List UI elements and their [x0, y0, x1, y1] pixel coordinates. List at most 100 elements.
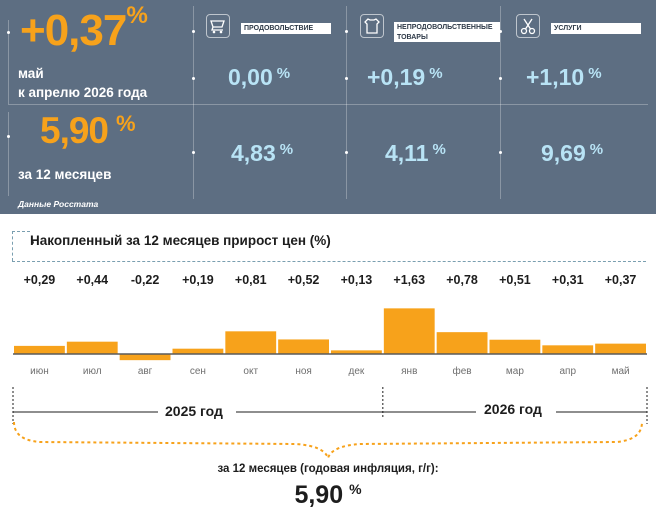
divider	[500, 6, 501, 199]
data-label-сен: +0,19	[182, 273, 214, 287]
bar-апр	[542, 345, 594, 354]
annual-inflation-caption: за 12 месяцев (годовая инфляция, г/г):	[217, 463, 439, 475]
bullet-dot	[499, 151, 502, 154]
bar-дек	[331, 350, 382, 354]
bar-мар	[489, 339, 541, 354]
percent-sign: %	[116, 111, 136, 136]
tick-label-апр: апр	[559, 366, 576, 377]
bar-фев	[436, 332, 488, 354]
divider	[8, 112, 9, 196]
bullet-dot	[499, 77, 502, 80]
category-label-food: ПРОДОВОЛЬСТВИЕ	[241, 23, 331, 34]
nonfood-annual-value: 4,11%	[385, 140, 446, 167]
category-label-services: УСЛУГИ	[551, 23, 641, 34]
bar-янв	[383, 308, 435, 354]
divider	[8, 104, 648, 105]
monthly-inflation-value: +0,37%	[20, 2, 148, 56]
percent-sign: %	[276, 65, 291, 82]
bar-окт	[225, 331, 277, 354]
tick-label-янв: янв	[401, 366, 417, 377]
decorative-dash	[12, 231, 30, 232]
scissors-icon	[516, 14, 540, 38]
services-annual-text: 9,69	[541, 140, 586, 166]
category-label-nonfood: НЕПРОДОВОЛЬСТВЕННЫЕ ТОВАРЫ	[394, 22, 500, 42]
services-monthly-value: +1,10%	[526, 64, 602, 91]
bar-chart: +0,29 июн +0,44 июл -0,22 авг +0,19 сен +0,81 окт…	[12, 273, 648, 462]
food-monthly-text: 0,00	[228, 64, 273, 90]
bar-ноя	[278, 339, 329, 354]
bullet-dot	[192, 151, 195, 154]
divider	[346, 6, 347, 199]
tick-label-окт: окт	[243, 366, 258, 377]
monthly-value-text: +0,37	[20, 6, 127, 55]
tick-label-сен: сен	[190, 366, 206, 377]
decorative-dash	[12, 261, 646, 262]
data-label-май: +0,37	[605, 273, 637, 287]
monthly-caption-line2: к апрелю 2026 года	[18, 85, 148, 100]
tick-label-июн: июн	[30, 366, 49, 377]
bar-авг	[119, 354, 171, 361]
annual-value-text: 5,90	[40, 110, 109, 151]
bar-июн	[14, 345, 65, 354]
data-label-фев: +0,78	[446, 273, 478, 287]
data-label-мар: +0,51	[499, 273, 531, 287]
data-label-апр: +0,31	[552, 273, 584, 287]
bullet-dot	[7, 31, 10, 34]
data-label-июн: +0,29	[24, 273, 56, 287]
tick-label-май: май	[612, 366, 630, 377]
tick-label-фев: фев	[453, 365, 472, 377]
nonfood-monthly-text: +0,19	[367, 64, 426, 90]
total-brace	[13, 421, 643, 462]
percent-sign: %	[588, 65, 602, 82]
percent-sign: %	[126, 2, 147, 30]
bar-июл	[66, 341, 118, 354]
data-label-авг: -0,22	[131, 273, 160, 287]
annual-inflation-total: 5,90%	[0, 481, 656, 510]
data-label-дек: +0,13	[341, 273, 373, 287]
divider	[193, 6, 194, 199]
data-label-ноя: +0,52	[288, 273, 320, 287]
percent-sign: %	[349, 481, 362, 497]
bullet-dot	[192, 30, 195, 33]
bullet-dot	[499, 30, 502, 33]
bullet-dot	[345, 151, 348, 154]
data-label-янв: +1,63	[393, 273, 425, 287]
divider	[8, 20, 9, 104]
percent-sign: %	[279, 141, 294, 158]
annual-total-text: 5,90	[294, 481, 344, 509]
bullet-dot	[192, 77, 195, 80]
bullet-dot	[7, 135, 10, 138]
tick-label-авг: авг	[138, 366, 153, 377]
percent-sign: %	[432, 141, 446, 158]
bullet-dot	[345, 77, 348, 80]
services-annual-value: 9,69%	[541, 140, 603, 167]
tick-label-мар: мар	[506, 366, 524, 377]
food-monthly-value: 0,00%	[228, 64, 290, 91]
food-annual-value: 4,83%	[231, 140, 293, 167]
annual-caption: за 12 месяцев	[18, 167, 112, 182]
percent-sign: %	[589, 141, 604, 158]
tick-label-июл: июл	[83, 366, 102, 377]
monthly-caption: май к апрелю 2026 года	[18, 64, 147, 102]
food-annual-text: 4,83	[231, 140, 276, 166]
decorative-dash	[12, 231, 13, 261]
year-label-2026: 2026 год	[478, 401, 548, 417]
annual-inflation-value: 5,90%	[40, 110, 136, 152]
tick-label-дек: дек	[349, 366, 365, 377]
percent-sign: %	[429, 65, 443, 82]
data-label-июл: +0,44	[76, 273, 108, 287]
bullet-dot	[31, 241, 34, 244]
tick-label-ноя: ноя	[295, 366, 312, 377]
shopping-cart-icon	[206, 14, 230, 38]
bar-май	[595, 343, 646, 354]
bullet-dot	[345, 30, 348, 33]
clothing-icon	[360, 14, 384, 38]
data-source: Данные Росстата	[18, 199, 99, 209]
summary-panel: +0,37% май к апрелю 2026 года 5,90% за 1…	[0, 0, 656, 214]
chart-title: Накопленный за 12 месяцев прирост цен (%…	[30, 233, 331, 248]
bar-сен	[172, 348, 224, 354]
nonfood-annual-text: 4,11	[385, 140, 429, 166]
monthly-caption-line1: май	[18, 66, 44, 81]
services-monthly-text: +1,10	[526, 64, 585, 90]
